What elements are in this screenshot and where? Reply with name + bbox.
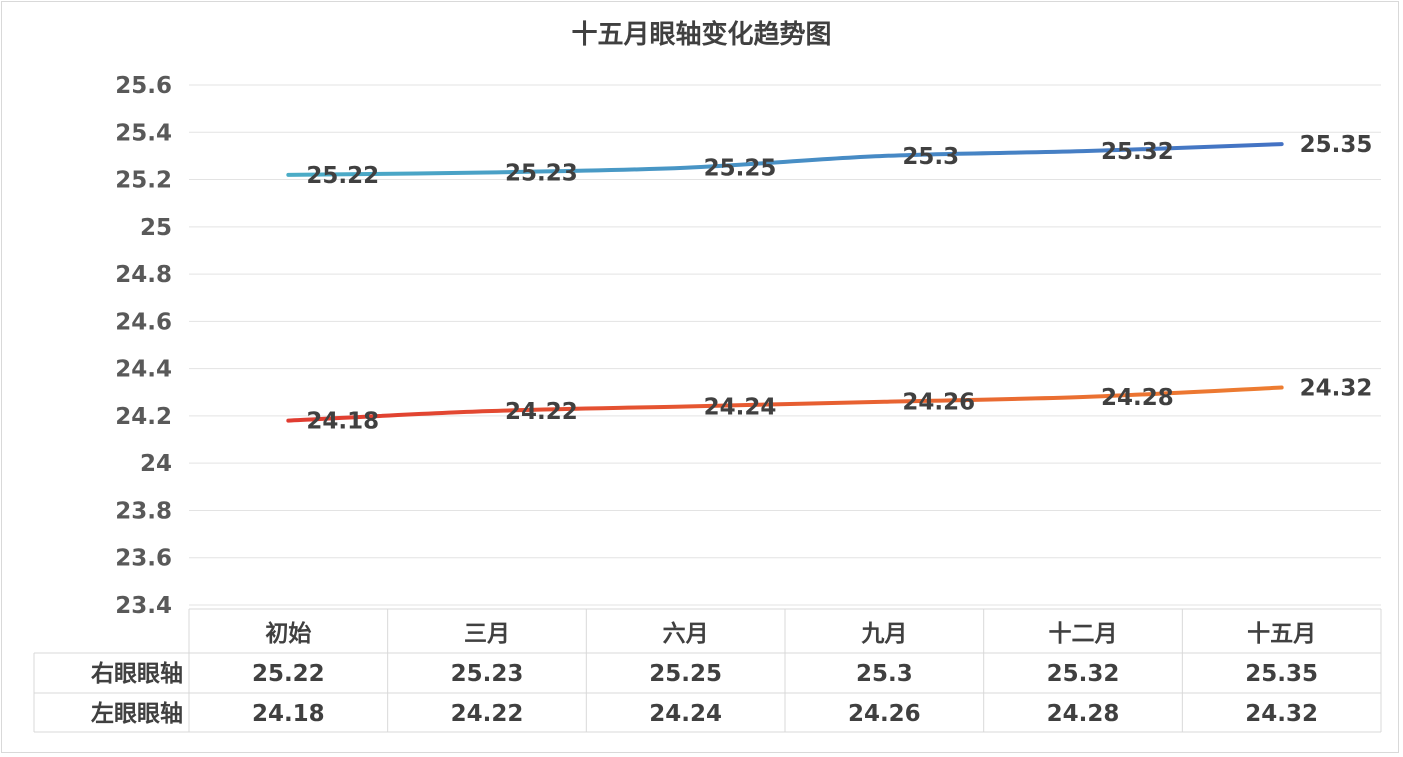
table-value-cell: 24.32 — [1245, 701, 1318, 727]
y-tick-label: 24.6 — [115, 309, 172, 335]
y-tick-label: 24 — [140, 451, 172, 477]
x-category-label: 九月 — [860, 621, 907, 647]
data-label: 25.35 — [1300, 132, 1373, 158]
table-value-cell: 25.3 — [856, 661, 913, 687]
y-tick-label: 24.8 — [115, 262, 172, 288]
data-label: 24.28 — [1101, 385, 1174, 411]
x-category-label: 六月 — [663, 621, 709, 647]
table-value-cell: 25.22 — [252, 661, 325, 687]
table-value-cell: 24.26 — [848, 701, 921, 727]
y-tick-label: 25 — [140, 215, 172, 241]
x-category-label: 十五月 — [1247, 621, 1316, 647]
data-label: 24.24 — [704, 394, 777, 420]
series-line-left-eye — [286, 385, 1284, 423]
y-tick-label: 25.2 — [115, 168, 172, 194]
table-value-cell: 25.23 — [451, 661, 524, 687]
table-value-cell: 24.22 — [451, 701, 524, 727]
y-tick-label: 25.6 — [115, 73, 172, 99]
legend-series-name: 左眼眼轴 — [91, 700, 183, 727]
table-value-cell: 25.32 — [1047, 661, 1120, 687]
data-label: 24.18 — [306, 409, 379, 435]
y-tick-label: 25.4 — [115, 120, 172, 146]
table-value-cell: 24.24 — [649, 701, 722, 727]
legend-series-name: 右眼眼轴 — [91, 660, 183, 687]
table-value-cell: 24.28 — [1047, 701, 1120, 727]
table-value-cell: 24.18 — [252, 701, 325, 727]
data-label: 25.23 — [505, 160, 578, 186]
data-label: 24.32 — [1300, 376, 1373, 402]
table-value-cell: 25.25 — [649, 661, 722, 687]
data-label: 25.22 — [306, 163, 379, 189]
y-tick-label: 23.4 — [115, 593, 172, 619]
series-line-right-eye — [286, 142, 1284, 177]
y-tick-label: 23.8 — [115, 498, 172, 524]
data-label: 25.25 — [704, 156, 777, 182]
y-tick-label: 24.2 — [115, 404, 172, 430]
x-category-label: 三月 — [464, 621, 510, 647]
y-tick-label: 24.4 — [115, 357, 172, 383]
data-label: 24.26 — [902, 390, 975, 416]
x-category-label: 十二月 — [1049, 621, 1118, 647]
x-category-label: 初始 — [265, 620, 311, 647]
data-label: 25.3 — [902, 144, 959, 170]
y-tick-label: 23.6 — [115, 546, 172, 572]
chart-title: 十五月眼轴变化趋势图 — [571, 20, 832, 50]
table-value-cell: 25.35 — [1245, 661, 1318, 687]
data-label: 24.22 — [505, 399, 578, 425]
data-label: 25.32 — [1101, 139, 1174, 165]
